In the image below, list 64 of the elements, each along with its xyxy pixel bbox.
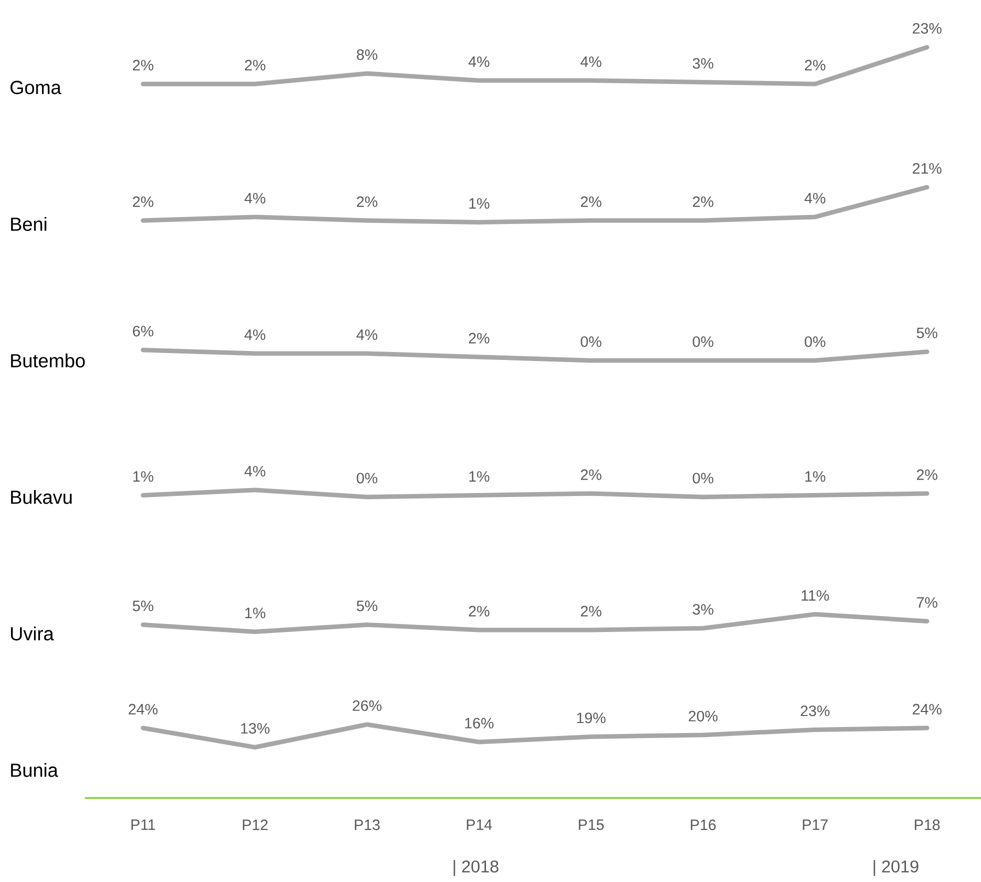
data-label: 13% xyxy=(241,723,270,734)
x-tick-label: P17 xyxy=(802,820,828,830)
data-label: 2% xyxy=(580,196,602,207)
data-label: 2% xyxy=(580,606,602,616)
data-label: 1% xyxy=(805,471,826,482)
text: | 2018 xyxy=(454,860,498,876)
data-label: 4% xyxy=(244,192,266,204)
data-label: 3% xyxy=(692,58,714,69)
data-label: 2% xyxy=(916,469,938,480)
data-label: 1% xyxy=(469,198,490,209)
data-label: 19% xyxy=(577,712,606,724)
data-label: 4% xyxy=(468,56,490,67)
x-tick-label: P14 xyxy=(466,820,492,830)
x-tick-label: P13 xyxy=(354,820,380,830)
y-axis-title: Butembo xyxy=(11,354,85,368)
y-axis-title: Bukavu xyxy=(11,490,72,504)
data-label: 2% xyxy=(468,332,490,344)
data-label: 2% xyxy=(132,196,154,207)
data-label: 1% xyxy=(245,608,266,618)
data-label: 2% xyxy=(692,196,714,207)
x-tick-label: P12 xyxy=(242,820,268,830)
data-label: 8% xyxy=(356,49,378,60)
data-label: 4% xyxy=(804,192,826,204)
data-label: 2% xyxy=(132,60,154,70)
y-axis-title: Bunia xyxy=(11,763,58,777)
x-tick-label: P15 xyxy=(578,820,604,830)
data-label: 24% xyxy=(128,704,158,714)
data-label: 16% xyxy=(465,718,494,728)
data-label: 5% xyxy=(356,600,378,612)
data-label: 2% xyxy=(244,60,266,70)
data-label: 21% xyxy=(912,163,942,174)
data-label: 0% xyxy=(804,336,826,347)
data-label: 24% xyxy=(912,704,942,714)
data-label: 0% xyxy=(692,336,714,347)
data-label: 2% xyxy=(580,469,602,480)
data-label: 6% xyxy=(132,326,154,336)
data-label: 3% xyxy=(692,604,714,615)
y-axis-title: Uvira xyxy=(11,626,54,640)
x-tick-label: P18 xyxy=(914,820,940,830)
data-label: 0% xyxy=(692,472,714,484)
text: | 2019 xyxy=(874,860,918,876)
data-label: 2% xyxy=(468,606,490,616)
data-label: 4% xyxy=(244,329,266,340)
x-tick-label: P11 xyxy=(131,820,156,830)
y-axis-title: Goma xyxy=(10,80,62,94)
data-label: 0% xyxy=(580,336,602,347)
data-label: 1% xyxy=(133,471,154,482)
data-label: 20% xyxy=(688,710,718,722)
data-label: 0% xyxy=(356,472,378,484)
data-label: 7% xyxy=(916,597,938,608)
data-label: 4% xyxy=(580,56,602,67)
data-label: 23% xyxy=(912,23,942,34)
data-label: 4% xyxy=(356,329,378,340)
y-axis-title: Beni xyxy=(11,217,46,231)
data-label: 4% xyxy=(244,466,266,476)
data-label: 23% xyxy=(800,706,830,716)
x-tick-label: P16 xyxy=(690,820,716,830)
data-label: 2% xyxy=(356,196,378,207)
data-label: 5% xyxy=(132,600,154,612)
data-label: 26% xyxy=(352,700,382,711)
data-label: 11% xyxy=(802,590,829,601)
data-label: 5% xyxy=(916,328,938,338)
data-label: 2% xyxy=(804,60,826,70)
data-label: 1% xyxy=(469,471,490,482)
